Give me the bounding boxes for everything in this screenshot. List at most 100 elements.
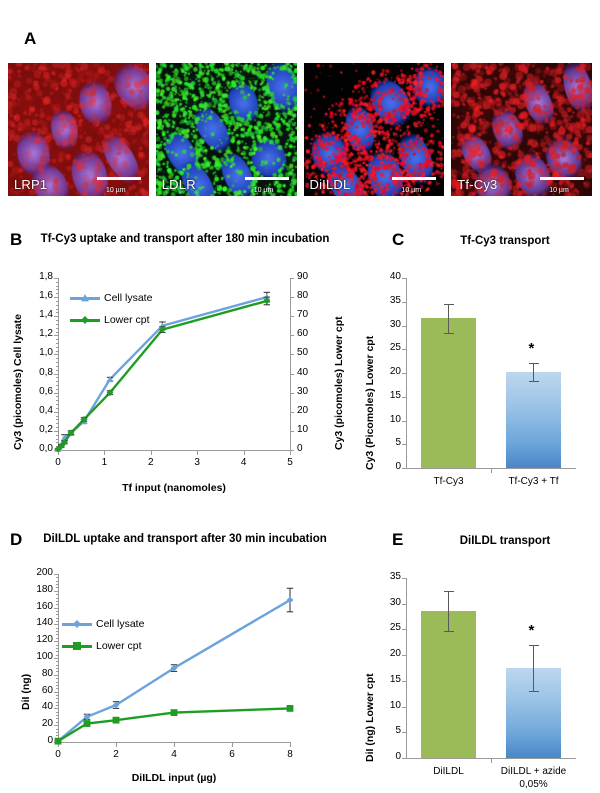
y-minor-tick-left bbox=[56, 381, 58, 383]
y-minor-tick-left bbox=[56, 688, 58, 690]
y-ticklabel-left: 180 bbox=[36, 583, 53, 595]
y-minor-tick-left bbox=[56, 415, 58, 417]
y-minor-tick-left bbox=[56, 627, 58, 629]
y-ticklabel-right: 80 bbox=[297, 290, 309, 302]
x-ticklabel: 1 bbox=[101, 457, 108, 468]
y-minor-tick-left bbox=[56, 617, 58, 619]
y-minor-tick-left bbox=[56, 631, 58, 633]
y-minor-tick-left bbox=[56, 587, 58, 589]
y-minor-tick-left bbox=[56, 651, 58, 653]
legend-marker-0 bbox=[73, 620, 81, 628]
y-tick-left bbox=[54, 607, 58, 609]
micrograph-label-tf-cy3: Tf-Cy3 bbox=[457, 177, 498, 192]
x-ticklabel: 4 bbox=[171, 749, 177, 760]
y-ticklabel-right: 90 bbox=[297, 271, 309, 282]
y-ticklabel: 5 bbox=[395, 725, 401, 737]
category-label-line-0: Tf-Cy3 + Tf bbox=[508, 476, 559, 487]
y-minor-tick-left bbox=[56, 312, 58, 314]
category-label-line-0: Tf-Cy3 bbox=[433, 476, 464, 487]
y-ticklabel: 0 bbox=[395, 461, 401, 472]
y-minor-tick-left bbox=[56, 604, 58, 606]
y-tick-left bbox=[54, 658, 58, 659]
y-minor-tick-left bbox=[56, 362, 58, 364]
panel-c-title: Tf-Cy3 transport bbox=[460, 235, 550, 247]
series-layer bbox=[54, 587, 294, 745]
y-ticklabel: 10 bbox=[389, 699, 401, 711]
micrograph-ldlr: LDLR 10 µm bbox=[155, 63, 297, 196]
y-minor-tick-left bbox=[56, 285, 58, 287]
y-ticklabel-left: 40 bbox=[41, 701, 53, 713]
x-ticklabel: 4 bbox=[240, 457, 247, 468]
y-ticklabel-left: 0,6 bbox=[39, 385, 53, 397]
bar-0 bbox=[421, 610, 476, 758]
y-tick-left bbox=[54, 641, 58, 643]
y-ticklabel: 25 bbox=[389, 342, 401, 354]
y-tick bbox=[402, 373, 406, 374]
y-ticklabel: 20 bbox=[389, 366, 401, 377]
y-minor-tick-left bbox=[56, 711, 58, 713]
panel-letter-c: C bbox=[392, 230, 405, 249]
y-tick-right bbox=[290, 373, 294, 375]
y-minor-tick-left bbox=[56, 281, 58, 283]
x-tick bbox=[243, 450, 245, 455]
x-tick bbox=[290, 450, 291, 455]
data-point bbox=[57, 442, 65, 450]
y-minor-tick-left bbox=[56, 701, 58, 703]
panel-d-chart: 0 20 40 60 80 100 120 140 160 180 200 0 2 4 6 8 Cell lys… bbox=[0, 560, 360, 793]
y-ticklabel-left: 1,6 bbox=[39, 290, 53, 302]
y-ticklabel-left: 160 bbox=[36, 600, 53, 612]
y-tick bbox=[402, 680, 406, 682]
y-tick-right bbox=[290, 335, 294, 337]
y-ticklabel-right: 70 bbox=[297, 309, 309, 321]
y-ticklabel: 15 bbox=[389, 389, 401, 401]
significance-star-1: * bbox=[528, 621, 535, 639]
x-tick bbox=[491, 468, 492, 473]
x-ticklabel: 0 bbox=[55, 457, 61, 468]
data-point bbox=[83, 720, 91, 727]
y-tick-right bbox=[290, 354, 294, 356]
y-ticklabel: 30 bbox=[389, 318, 401, 330]
y-minor-tick-left bbox=[56, 434, 58, 436]
x-tick bbox=[174, 742, 175, 747]
y-minor-tick-left bbox=[56, 289, 58, 291]
y-minor-tick-left bbox=[56, 728, 58, 730]
bar-1 bbox=[506, 371, 561, 468]
y-minor-tick-left bbox=[56, 718, 58, 720]
y-ticklabel-left: 0,2 bbox=[39, 423, 53, 435]
y-ticklabel: 35 bbox=[389, 294, 401, 306]
panel-letter-e: E bbox=[392, 530, 404, 549]
x-axis-label: Tf input (nanomoles) bbox=[122, 482, 226, 494]
y-tick-left bbox=[54, 354, 58, 356]
category-label-1: DiILDL + azide 0,05% bbox=[479, 766, 589, 791]
y-axis-label: Cy3 (Picomoles) Lower cpt bbox=[364, 335, 376, 470]
x-tick bbox=[232, 742, 233, 747]
x-axis bbox=[58, 450, 290, 451]
y-ticklabel-right: 30 bbox=[297, 385, 309, 397]
y-tick bbox=[402, 629, 406, 631]
x-axis-label: DiILDL input (µg) bbox=[131, 772, 217, 784]
data-point bbox=[112, 701, 120, 709]
y-ticklabel: 10 bbox=[389, 413, 401, 425]
y-minor-tick-left bbox=[56, 388, 58, 390]
y-tick-left bbox=[54, 373, 58, 375]
y-tick-right bbox=[290, 411, 294, 413]
y-axis-label: DiI (ng) bbox=[20, 673, 32, 710]
category-label-line-0: DiILDL bbox=[433, 766, 464, 777]
y-minor-tick-left bbox=[56, 661, 58, 663]
y-axis-label: Cy3 (picomoles) Cell lysate bbox=[12, 314, 24, 450]
y-minor-tick-left bbox=[56, 731, 58, 733]
y-ticklabel-left: 120 bbox=[36, 634, 53, 646]
y-minor-tick-left bbox=[56, 705, 58, 707]
x-ticklabel: 8 bbox=[287, 749, 293, 760]
scale-bar-tf-cy3 bbox=[540, 177, 584, 180]
y-minor-tick-left bbox=[56, 678, 58, 680]
y-tick-right bbox=[290, 450, 294, 451]
panel-d-title: DiILDL uptake and transport after 30 min… bbox=[43, 533, 327, 545]
y-ticklabel: 5 bbox=[395, 437, 401, 449]
y-ticklabel-right: 0 bbox=[297, 443, 303, 454]
y-tick bbox=[402, 758, 406, 759]
y-minor-tick-left bbox=[56, 735, 58, 737]
panel-letter-b: B bbox=[10, 230, 23, 249]
y-minor-tick-left bbox=[56, 637, 58, 639]
data-point bbox=[67, 429, 75, 437]
